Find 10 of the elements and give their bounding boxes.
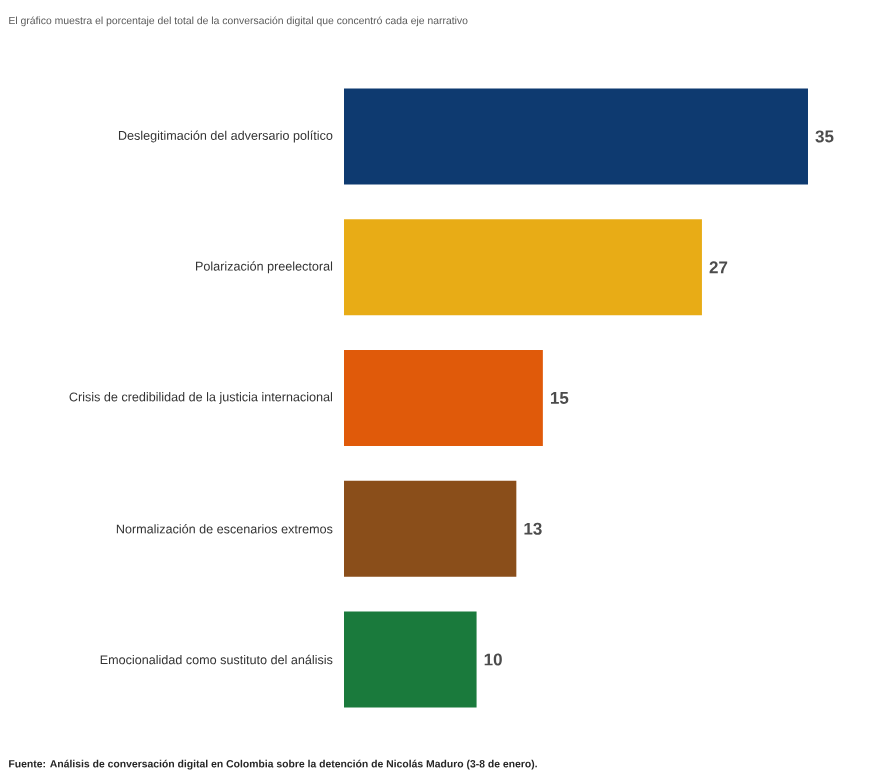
bar: [344, 350, 543, 446]
bar: [344, 480, 517, 577]
bar: [344, 219, 702, 316]
bar: [344, 88, 808, 185]
data-label: 13: [524, 522, 542, 535]
data-label: 15: [550, 392, 569, 404]
data-label: 10: [484, 653, 502, 666]
bar: [344, 611, 477, 708]
data-label: 27: [709, 261, 728, 274]
data-label: 35: [815, 130, 834, 143]
